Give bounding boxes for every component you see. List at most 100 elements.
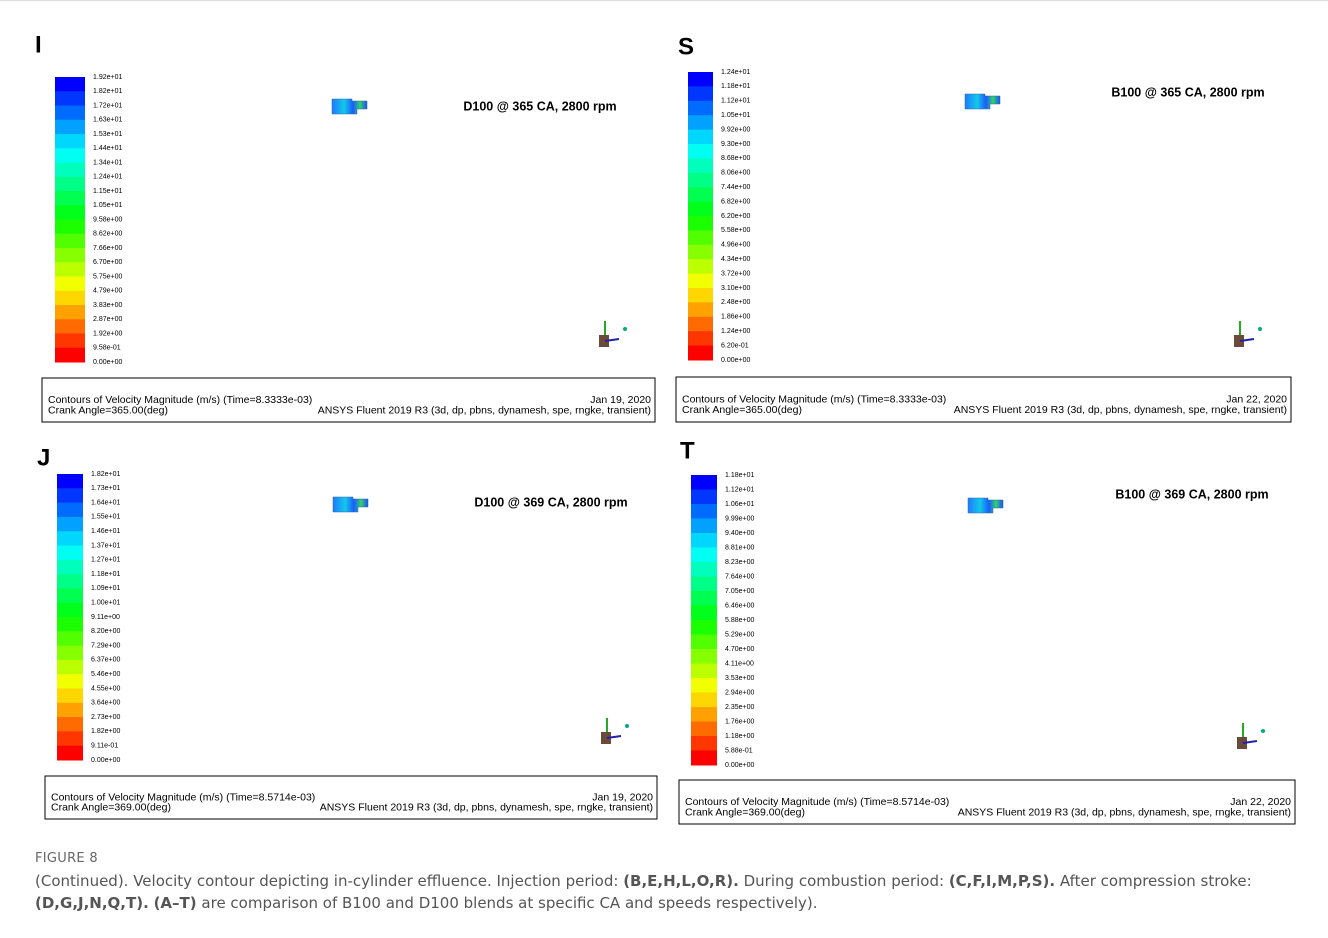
colorbar-band [688, 230, 713, 245]
caption-part: (B,E,H,L,O,R). [623, 872, 739, 890]
colorbar-band [688, 274, 713, 289]
colorbar-label: 1.12e+01 [721, 98, 750, 105]
colorbar-band [55, 177, 85, 192]
colorbar-band [57, 731, 83, 746]
colorbar-label: 2.94e+00 [725, 689, 754, 696]
colorbar-band [688, 202, 713, 217]
panel-title: B100 @ 369 CA, 2800 rpm [1115, 487, 1268, 501]
colorbar-label: 1.15e+01 [93, 188, 122, 195]
colorbar-label: 8.06e+00 [721, 170, 750, 177]
colorbar-band [691, 577, 717, 592]
colorbar-band [55, 106, 85, 121]
mesh-contour [965, 94, 1000, 109]
colorbar-label: 1.82e+00 [91, 728, 120, 735]
colorbar-band [688, 317, 713, 332]
axis-triad-dot [1258, 327, 1262, 331]
colorbar-band [691, 562, 717, 577]
colorbar-label: 9.58e-01 [93, 345, 121, 352]
colorbar-label: 1.82e+01 [91, 471, 120, 478]
colorbar-label: 1.34e+01 [93, 159, 122, 166]
colorbar-label: 9.40e+00 [725, 530, 754, 537]
colorbar-label: 1.05e+01 [93, 202, 122, 209]
colorbar-label: 1.46e+01 [91, 528, 120, 535]
colorbar-band [55, 220, 85, 235]
colorbar-band [57, 717, 83, 732]
colorbar-band [688, 346, 713, 361]
colorbar-label: 4.11e+00 [725, 660, 754, 667]
panel-title: D100 @ 365 CA, 2800 rpm [463, 99, 616, 113]
footer-solver: ANSYS Fluent 2019 R3 (3d, dp, pbns, dyna… [958, 806, 1291, 818]
colorbar-band [688, 86, 713, 101]
colorbar-label: 8.68e+00 [721, 155, 750, 162]
colorbar-label: 6.20e-01 [721, 342, 749, 349]
colorbar-label: 5.29e+00 [725, 631, 754, 638]
colorbar-band [688, 245, 713, 260]
colorbar-band [57, 703, 83, 718]
colorbar-band [688, 144, 713, 159]
colorbar-label: 5.75e+00 [93, 273, 122, 280]
colorbar-label: 1.18e+01 [725, 472, 754, 479]
colorbar-band [688, 216, 713, 231]
colorbar-label: 0.00e+00 [725, 762, 754, 769]
colorbar-label: 1.27e+01 [91, 557, 120, 564]
colorbar-label: 1.37e+01 [91, 542, 120, 549]
colorbar-label: 1.53e+01 [93, 131, 122, 138]
colorbar-band [691, 678, 717, 693]
colorbar-label: 5.88e-01 [725, 747, 753, 754]
colorbar-label: 1.24e+01 [93, 174, 122, 181]
mesh-contour [968, 498, 1003, 513]
panel-letter: T [680, 437, 695, 464]
colorbar-label: 3.64e+00 [91, 700, 120, 707]
colorbar-label: 1.12e+01 [725, 486, 754, 493]
colorbar-label: 8.62e+00 [93, 231, 122, 238]
colorbar-band [57, 531, 83, 546]
caption-part: After compression stroke: [1055, 872, 1256, 890]
caption-part: (A–T) [154, 894, 197, 912]
footer-line2: Crank Angle=369.00(deg) [685, 806, 805, 818]
colorbar-band [57, 603, 83, 618]
colorbar-band [57, 674, 83, 689]
colorbar-label: 9.58e+00 [93, 216, 122, 223]
colorbar-label: 8.20e+00 [91, 628, 120, 635]
colorbar-band [688, 331, 713, 346]
mesh-contour [333, 497, 368, 512]
axis-triad-dot [1261, 729, 1265, 733]
caption-text: (Continued). Velocity contour depicting … [35, 870, 1300, 914]
colorbar-label: 5.58e+00 [721, 227, 750, 234]
colorbar-label: 4.34e+00 [721, 256, 750, 263]
colorbar-band [691, 475, 717, 490]
caption-part: (D,G,J,N,Q,T). [35, 894, 149, 912]
colorbar-band [57, 474, 83, 489]
colorbar-band [691, 606, 717, 621]
page: ID100 @ 365 CA, 2800 rpm1.92e+011.82e+01… [0, 0, 1328, 938]
panel-title: D100 @ 369 CA, 2800 rpm [474, 495, 627, 509]
colorbar-label: 3.10e+00 [721, 285, 750, 292]
colorbar-band [57, 546, 83, 561]
footer-solver: ANSYS Fluent 2019 R3 (3d, dp, pbns, dyna… [318, 404, 651, 416]
colorbar-band [55, 334, 85, 349]
colorbar-label: 0.00e+00 [91, 757, 120, 764]
colorbar-label: 8.23e+00 [725, 559, 754, 566]
colorbar-band [55, 234, 85, 249]
colorbar-band [691, 722, 717, 737]
colorbar-label: 9.92e+00 [721, 126, 750, 133]
colorbar-label: 5.46e+00 [91, 671, 120, 678]
colorbar-band [55, 148, 85, 163]
colorbar-band [691, 649, 717, 664]
colorbar-band [688, 101, 713, 116]
colorbar-band [55, 91, 85, 106]
colorbar-label: 0.00e+00 [93, 359, 122, 366]
colorbar-band [691, 519, 717, 534]
colorbar-band [688, 259, 713, 274]
colorbar-label: 9.11e+00 [91, 614, 120, 621]
colorbar-band [57, 574, 83, 589]
caption-part: (Continued). Velocity contour depicting … [35, 872, 623, 890]
colorbar-label: 9.11e-01 [91, 743, 118, 750]
colorbar-label: 6.70e+00 [93, 259, 122, 266]
colorbar-band [688, 158, 713, 173]
colorbar-label: 7.05e+00 [725, 588, 754, 595]
colorbar-band [691, 707, 717, 722]
colorbar-band [55, 277, 85, 292]
colorbar-band [55, 305, 85, 320]
